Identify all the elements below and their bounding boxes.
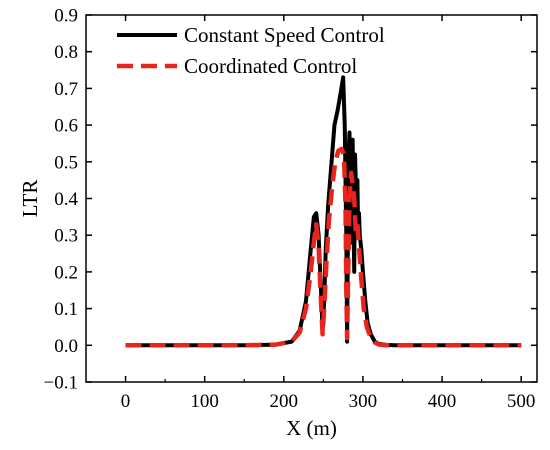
x-axis-title: X (m): [286, 416, 337, 440]
tick-layer: 0 100 200 300 400 500 −0.1 0.0 0.1 0.2 0.3 0.4 0.5 0.…: [44, 6, 537, 412]
y-tick-label: −0.1: [44, 373, 78, 394]
y-tick-label: 0.8: [54, 42, 78, 63]
y-tick-label: 0.0: [54, 336, 78, 357]
y-tick-label: 0.4: [54, 189, 78, 210]
x-tick-label: 400: [428, 391, 457, 412]
y-tick-label: 0.9: [54, 6, 78, 27]
x-tick-label: 300: [349, 391, 378, 412]
x-tick-label: 200: [270, 391, 299, 412]
y-tick-label: 0.6: [54, 116, 78, 137]
y-tick-label: 0.1: [54, 299, 78, 320]
y-tick-label: 0.2: [54, 262, 78, 283]
x-tick-label: 0: [121, 391, 131, 412]
y-axis-title: LTR: [18, 180, 42, 218]
legend-label-coordinated-control: Coordinated Control: [184, 54, 357, 78]
y-tick-label: 0.5: [54, 152, 78, 173]
legend-label-constant-speed-control: Constant Speed Control: [184, 23, 385, 47]
series-layer: [125, 75, 522, 348]
legend-layer: Constant Speed Control Coordinated Contro…: [117, 23, 385, 78]
series-line-coordinated-control: [125, 146, 522, 348]
x-tick-label: 100: [190, 391, 219, 412]
y-tick-label: 0.7: [54, 79, 78, 100]
x-tick-label: 500: [507, 391, 536, 412]
y-tick-label: 0.3: [54, 226, 78, 247]
